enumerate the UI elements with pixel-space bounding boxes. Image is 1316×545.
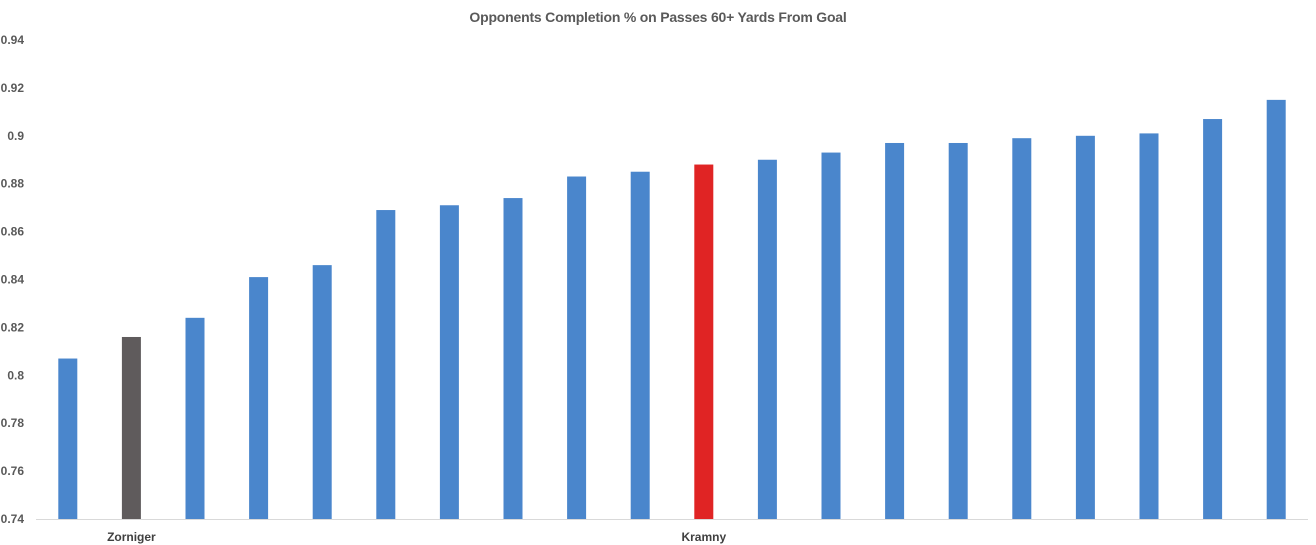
y-tick-label: 0.8 [7, 368, 24, 382]
bar [1012, 138, 1032, 519]
bar [121, 336, 141, 519]
y-tick-label: 0.84 [1, 273, 25, 287]
bar [185, 317, 205, 519]
y-axis-ticks: 0.74 0.76 0.78 0.8 0.82 0.84 0.86 0.88 0.9 0.92 0.… [1, 33, 25, 526]
bar [376, 210, 396, 520]
y-tick-label: 0.82 [1, 320, 25, 334]
bar [312, 265, 332, 519]
bar [249, 277, 269, 519]
bar [58, 358, 78, 519]
bar [503, 198, 523, 519]
y-tick-label: 0.74 [1, 512, 25, 526]
y-tick-label: 0.9 [7, 129, 24, 143]
category-label: Kramny [681, 530, 726, 544]
y-tick-label: 0.88 [1, 177, 25, 191]
bar [694, 164, 714, 520]
bar [1139, 133, 1159, 519]
chart-title: Opponents Completion % on Passes 60+ Yar… [469, 9, 847, 25]
y-tick-label: 0.92 [1, 81, 25, 95]
bar [1266, 99, 1286, 519]
bar [1075, 135, 1095, 520]
bar [439, 205, 459, 519]
bars [58, 99, 1286, 520]
category-labels: Zorniger Kramny [107, 530, 726, 544]
bar [567, 176, 587, 519]
y-tick-label: 0.94 [1, 33, 25, 47]
bar [885, 142, 905, 520]
bar [757, 159, 777, 519]
y-tick-label: 0.86 [1, 225, 25, 239]
bar [821, 152, 841, 519]
category-label: Zorniger [107, 530, 156, 544]
bar [948, 142, 968, 520]
y-tick-label: 0.76 [1, 464, 25, 478]
y-tick-label: 0.78 [1, 416, 25, 430]
bar [1203, 119, 1223, 519]
bar [630, 171, 650, 519]
